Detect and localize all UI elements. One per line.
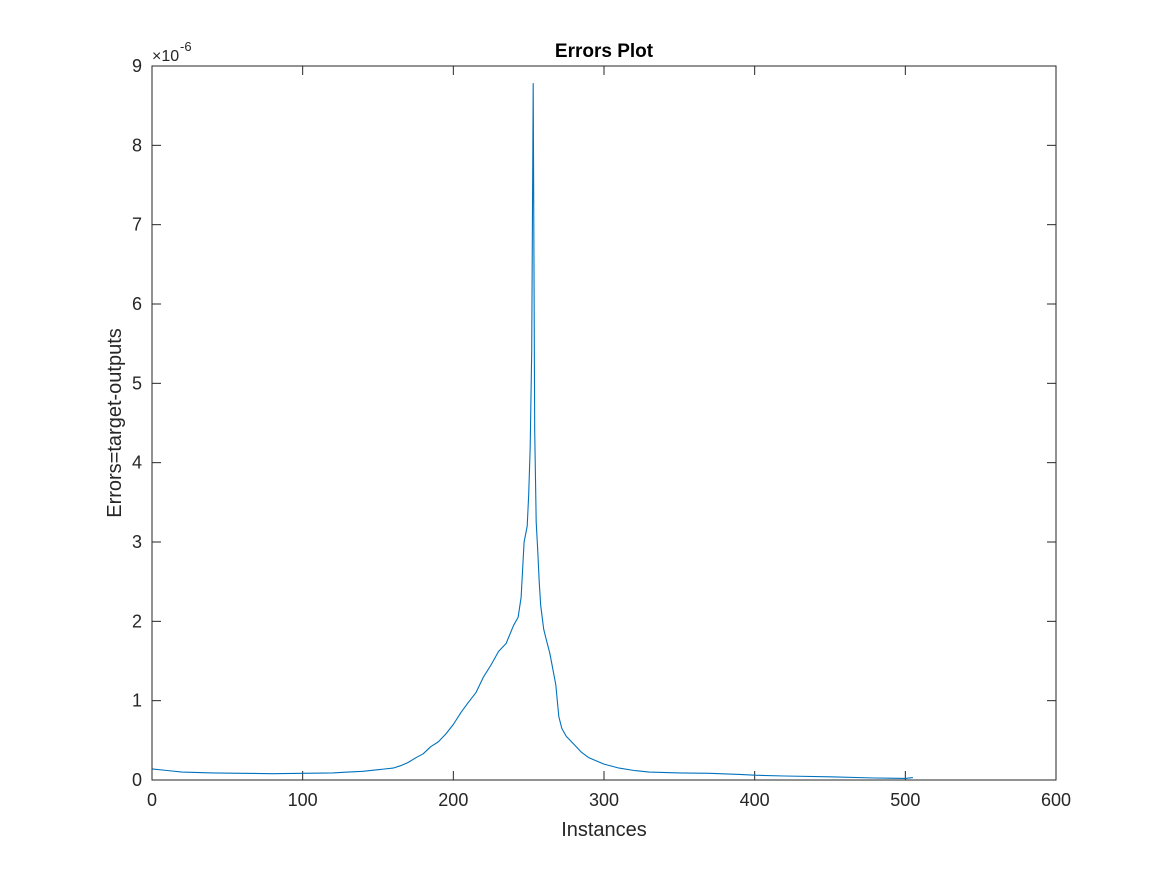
y-tick-label: 3	[132, 532, 142, 552]
error-series-line	[151, 82, 913, 779]
x-tick-label: 0	[147, 790, 157, 810]
x-tick-label: 600	[1041, 790, 1071, 810]
x-tick-label: 200	[438, 790, 468, 810]
y-tick-label: 9	[132, 56, 142, 76]
y-tick-label: 8	[132, 135, 142, 155]
plot-box	[151, 65, 1057, 781]
y-tick-label: 7	[132, 215, 142, 235]
x-tick-label: 400	[740, 790, 770, 810]
y-tick-label: 2	[132, 611, 142, 631]
ticks-layer: 0 100 200 300 400 500 600 0 1 2 3 4 5 6 7 8 9	[132, 56, 1071, 810]
plot-area	[152, 66, 1056, 780]
series-layer	[151, 82, 913, 779]
x-tick-label: 500	[890, 790, 920, 810]
y-tick-label: 5	[132, 373, 142, 393]
x-axis-label: Instances	[561, 819, 647, 841]
y-exponent-power: -6	[180, 39, 192, 54]
chart-title: Errors Plot	[555, 41, 654, 62]
y-axis-label: Errors=target-outputs	[104, 328, 126, 518]
x-tick-label: 100	[288, 790, 318, 810]
y-tick-label: 6	[132, 294, 142, 314]
x-tick-label: 300	[589, 790, 619, 810]
y-exponent-base: ×10	[152, 48, 179, 65]
y-exponent-label: ×10 -6	[152, 39, 192, 65]
y-tick-label: 1	[132, 691, 142, 711]
y-tick-label: 4	[132, 453, 142, 473]
y-tick-label: 0	[132, 770, 142, 790]
